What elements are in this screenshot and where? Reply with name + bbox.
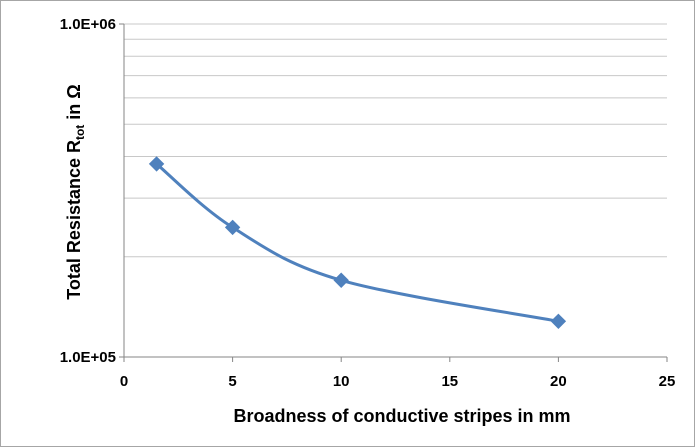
x-tick-label: 0 <box>120 373 128 390</box>
markers <box>148 156 567 330</box>
data-point-marker <box>148 156 165 172</box>
axes <box>119 23 668 362</box>
y-tick-label: 1.0E+06 <box>60 16 116 33</box>
data-point-marker <box>224 219 241 236</box>
x-tick-label: 25 <box>659 373 676 390</box>
data-point-marker <box>333 272 349 288</box>
y-axis-title-prefix: Total Resistance R <box>64 140 84 300</box>
series-line-layer <box>155 162 560 323</box>
series-line <box>155 162 560 323</box>
y-axis-title-subscript: tot <box>73 125 87 140</box>
x-tick-label: 10 <box>333 373 350 390</box>
y-axis-title-suffix: in Ω <box>64 84 84 124</box>
x-tick-labels: 0 5 10 15 20 25 <box>120 373 676 390</box>
y-tick-labels: 1.0E+05 1.0E+06 <box>60 16 116 366</box>
data-point-marker <box>550 313 567 330</box>
x-axis-title: Broadness of conductive stripes in mm <box>233 406 570 426</box>
x-tick-label: 5 <box>228 373 236 390</box>
x-tick-label: 15 <box>441 373 458 390</box>
x-tick-label: 20 <box>550 373 567 390</box>
gridlines <box>124 23 667 258</box>
y-tick-label: 1.0E+05 <box>60 349 116 366</box>
y-axis-title: Total Resistance Rtot in Ω <box>64 84 87 299</box>
